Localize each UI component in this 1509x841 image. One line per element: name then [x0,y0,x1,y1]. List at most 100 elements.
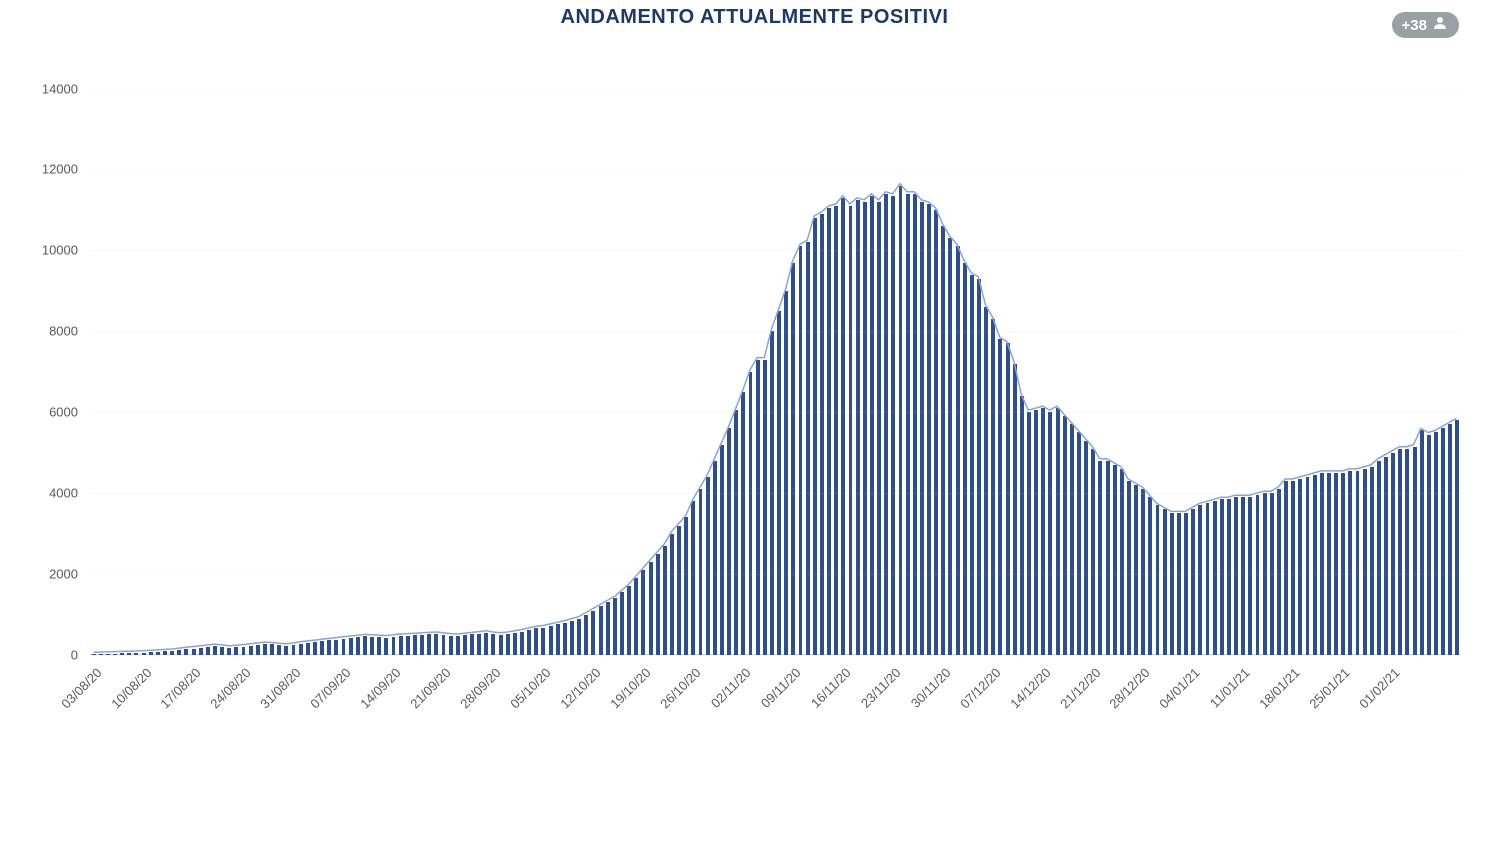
bar[interactable] [1141,489,1145,655]
bar[interactable] [1020,396,1024,655]
bar[interactable] [1348,471,1352,655]
bar[interactable] [1334,473,1338,655]
bar[interactable] [334,640,338,655]
bar[interactable] [1220,499,1224,655]
bar[interactable] [484,633,488,655]
bar[interactable] [427,634,431,655]
bar[interactable] [242,647,246,655]
bar[interactable] [434,634,438,655]
bar[interactable] [499,635,503,655]
bar[interactable] [299,644,303,655]
bar[interactable] [891,196,895,655]
bar[interactable] [1191,509,1195,655]
bar[interactable] [513,633,517,655]
bar[interactable] [413,635,417,655]
bar[interactable] [477,634,481,655]
bar[interactable] [899,186,903,655]
bar[interactable] [991,319,995,655]
bar[interactable] [977,279,981,655]
bar[interactable] [213,646,217,655]
bar[interactable] [1377,461,1381,655]
bar[interactable] [1227,499,1231,655]
bar[interactable] [1098,461,1102,655]
bar[interactable] [1134,485,1138,655]
bar[interactable] [377,637,381,655]
bar[interactable] [1091,449,1095,655]
bar[interactable] [1163,509,1167,655]
bar[interactable] [263,644,267,655]
bar[interactable] [249,646,253,655]
bar[interactable] [1120,469,1124,655]
bar[interactable] [591,611,595,656]
bar[interactable] [599,606,603,655]
bar[interactable] [734,410,738,655]
bar[interactable] [570,621,574,655]
bar[interactable] [1041,408,1045,655]
bar[interactable] [749,372,753,655]
bar[interactable] [306,643,310,655]
bar[interactable] [856,200,860,655]
bar[interactable] [520,632,524,655]
bar[interactable] [342,639,346,655]
bar[interactable] [1148,497,1152,655]
bar[interactable] [541,628,545,656]
bar[interactable] [356,637,360,655]
bar[interactable] [1156,505,1160,655]
bar[interactable] [1170,513,1174,655]
bar[interactable] [1291,481,1295,655]
bar[interactable] [256,645,260,655]
bar[interactable] [549,626,553,655]
bar[interactable] [913,194,917,655]
bar[interactable] [1327,473,1331,655]
bar[interactable] [863,202,867,655]
bar[interactable] [649,562,653,655]
bar[interactable] [1420,430,1424,655]
bar[interactable] [1398,449,1402,655]
bar[interactable] [634,578,638,655]
bar[interactable] [870,196,874,655]
bar[interactable] [1027,412,1031,655]
bar[interactable] [1177,513,1181,655]
bar[interactable] [1241,497,1245,655]
bar[interactable] [1441,428,1445,655]
bar[interactable] [1427,435,1431,656]
bar[interactable] [998,339,1002,655]
bar[interactable] [1127,481,1131,655]
bar[interactable] [948,238,952,655]
bar[interactable] [984,307,988,655]
bar[interactable] [1013,364,1017,655]
bar[interactable] [1006,343,1010,655]
bar[interactable] [956,246,960,655]
bar[interactable] [320,641,324,655]
bar[interactable] [791,263,795,655]
bar[interactable] [370,637,374,655]
bar[interactable] [941,226,945,655]
bar[interactable] [1234,497,1238,655]
bar[interactable] [849,206,853,655]
bar[interactable] [363,636,367,655]
bar[interactable] [199,648,203,655]
bar[interactable] [327,640,331,655]
bar[interactable] [756,360,760,655]
bar[interactable] [1313,475,1317,655]
bar[interactable] [884,194,888,655]
bar[interactable] [1455,420,1459,655]
bar[interactable] [906,194,910,655]
bar[interactable] [1298,479,1302,655]
bar[interactable] [841,198,845,655]
bar[interactable] [463,635,467,655]
bar[interactable] [713,461,717,655]
bar[interactable] [1213,501,1217,655]
bar[interactable] [627,586,631,655]
bar[interactable] [641,570,645,655]
bar[interactable] [392,637,396,655]
bar[interactable] [1056,408,1060,655]
bar[interactable] [1256,495,1260,655]
bar[interactable] [442,635,446,655]
bar[interactable] [1370,467,1374,655]
bar[interactable] [449,636,453,655]
bar[interactable] [584,615,588,655]
bar[interactable] [292,645,296,655]
bar[interactable] [313,642,317,655]
bar[interactable] [277,645,281,655]
